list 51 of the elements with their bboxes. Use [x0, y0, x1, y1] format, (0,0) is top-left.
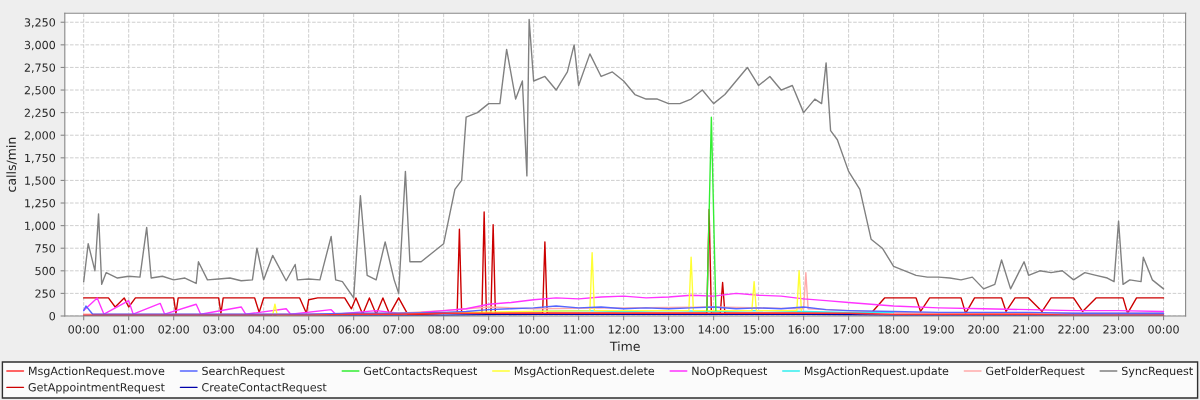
- x-tick-label: 06:00: [338, 325, 369, 334]
- x-tick-label: 23:00: [1103, 325, 1134, 334]
- x-tick-label: 22:00: [1058, 325, 1089, 334]
- y-tick-label: 2,750: [24, 63, 56, 73]
- x-tick-label: 19:00: [923, 325, 954, 334]
- legend-label: GetAppointmentRequest: [28, 382, 165, 394]
- y-tick-label: 1,500: [25, 176, 56, 186]
- x-tick-label: 08:00: [428, 325, 459, 334]
- x-tick-label: 00:00: [68, 325, 99, 334]
- x-tick-label: 12:00: [608, 325, 639, 334]
- legend-label: MsgActionRequest.update: [804, 366, 949, 378]
- x-tick-label: 10:00: [518, 325, 549, 334]
- y-tick-label: 3,250: [24, 18, 56, 28]
- x-tick-label: 17:00: [833, 325, 864, 334]
- y-tick-label: 2,250: [24, 108, 56, 119]
- y-tick-label: 750: [35, 244, 56, 253]
- x-tick-label: 18:00: [878, 325, 909, 334]
- x-tick-label: 05:00: [293, 325, 324, 334]
- x-tick-label: 01:00: [113, 325, 144, 334]
- x-tick-label: 16:00: [788, 325, 819, 334]
- x-tick-label: 14:00: [698, 325, 729, 334]
- y-tick-label: 1,250: [25, 198, 56, 209]
- x-tick-label: 07:00: [383, 325, 414, 334]
- x-tick-label: 00:00: [1148, 325, 1179, 334]
- legend-label: SearchRequest: [202, 366, 285, 378]
- legend-label: MsgActionRequest.move: [29, 366, 165, 378]
- x-tick-label: 13:00: [653, 325, 684, 334]
- x-tick-label: 09:00: [473, 325, 504, 334]
- x-tick-label: 04:00: [248, 325, 279, 334]
- y-tick-label: 1,000: [25, 221, 56, 232]
- y-tick-label: 2,000: [24, 131, 56, 141]
- y-tick-label: 1,750: [25, 153, 56, 164]
- x-tick-label: 20:00: [968, 325, 999, 334]
- legend-label: NoOpRequest: [692, 366, 768, 378]
- x-tick-label: 02:00: [158, 325, 189, 334]
- y-tick-label: 500: [35, 266, 56, 276]
- y-axis-title: calls/min: [6, 137, 17, 192]
- legend-label: MsgActionRequest.delete: [514, 366, 655, 378]
- x-tick-label: 15:00: [743, 325, 774, 334]
- y-tick-label: 2,500: [24, 86, 56, 96]
- y-tick-label: 3,000: [24, 40, 56, 51]
- legend-label: GetContactsRequest: [363, 366, 477, 378]
- y-tick-label: 250: [35, 289, 56, 298]
- legend-label: GetFolderRequest: [986, 366, 1085, 378]
- x-tick-label: 03:00: [203, 325, 234, 334]
- y-tick-label: 0: [49, 311, 56, 321]
- legend-label: SyncRequest: [1121, 366, 1193, 378]
- x-tick-label: 21:00: [1013, 325, 1044, 334]
- x-tick-label: 11:00: [563, 325, 594, 334]
- x-axis-title: Time: [609, 341, 640, 352]
- legend-label: CreateContactRequest: [202, 383, 327, 394]
